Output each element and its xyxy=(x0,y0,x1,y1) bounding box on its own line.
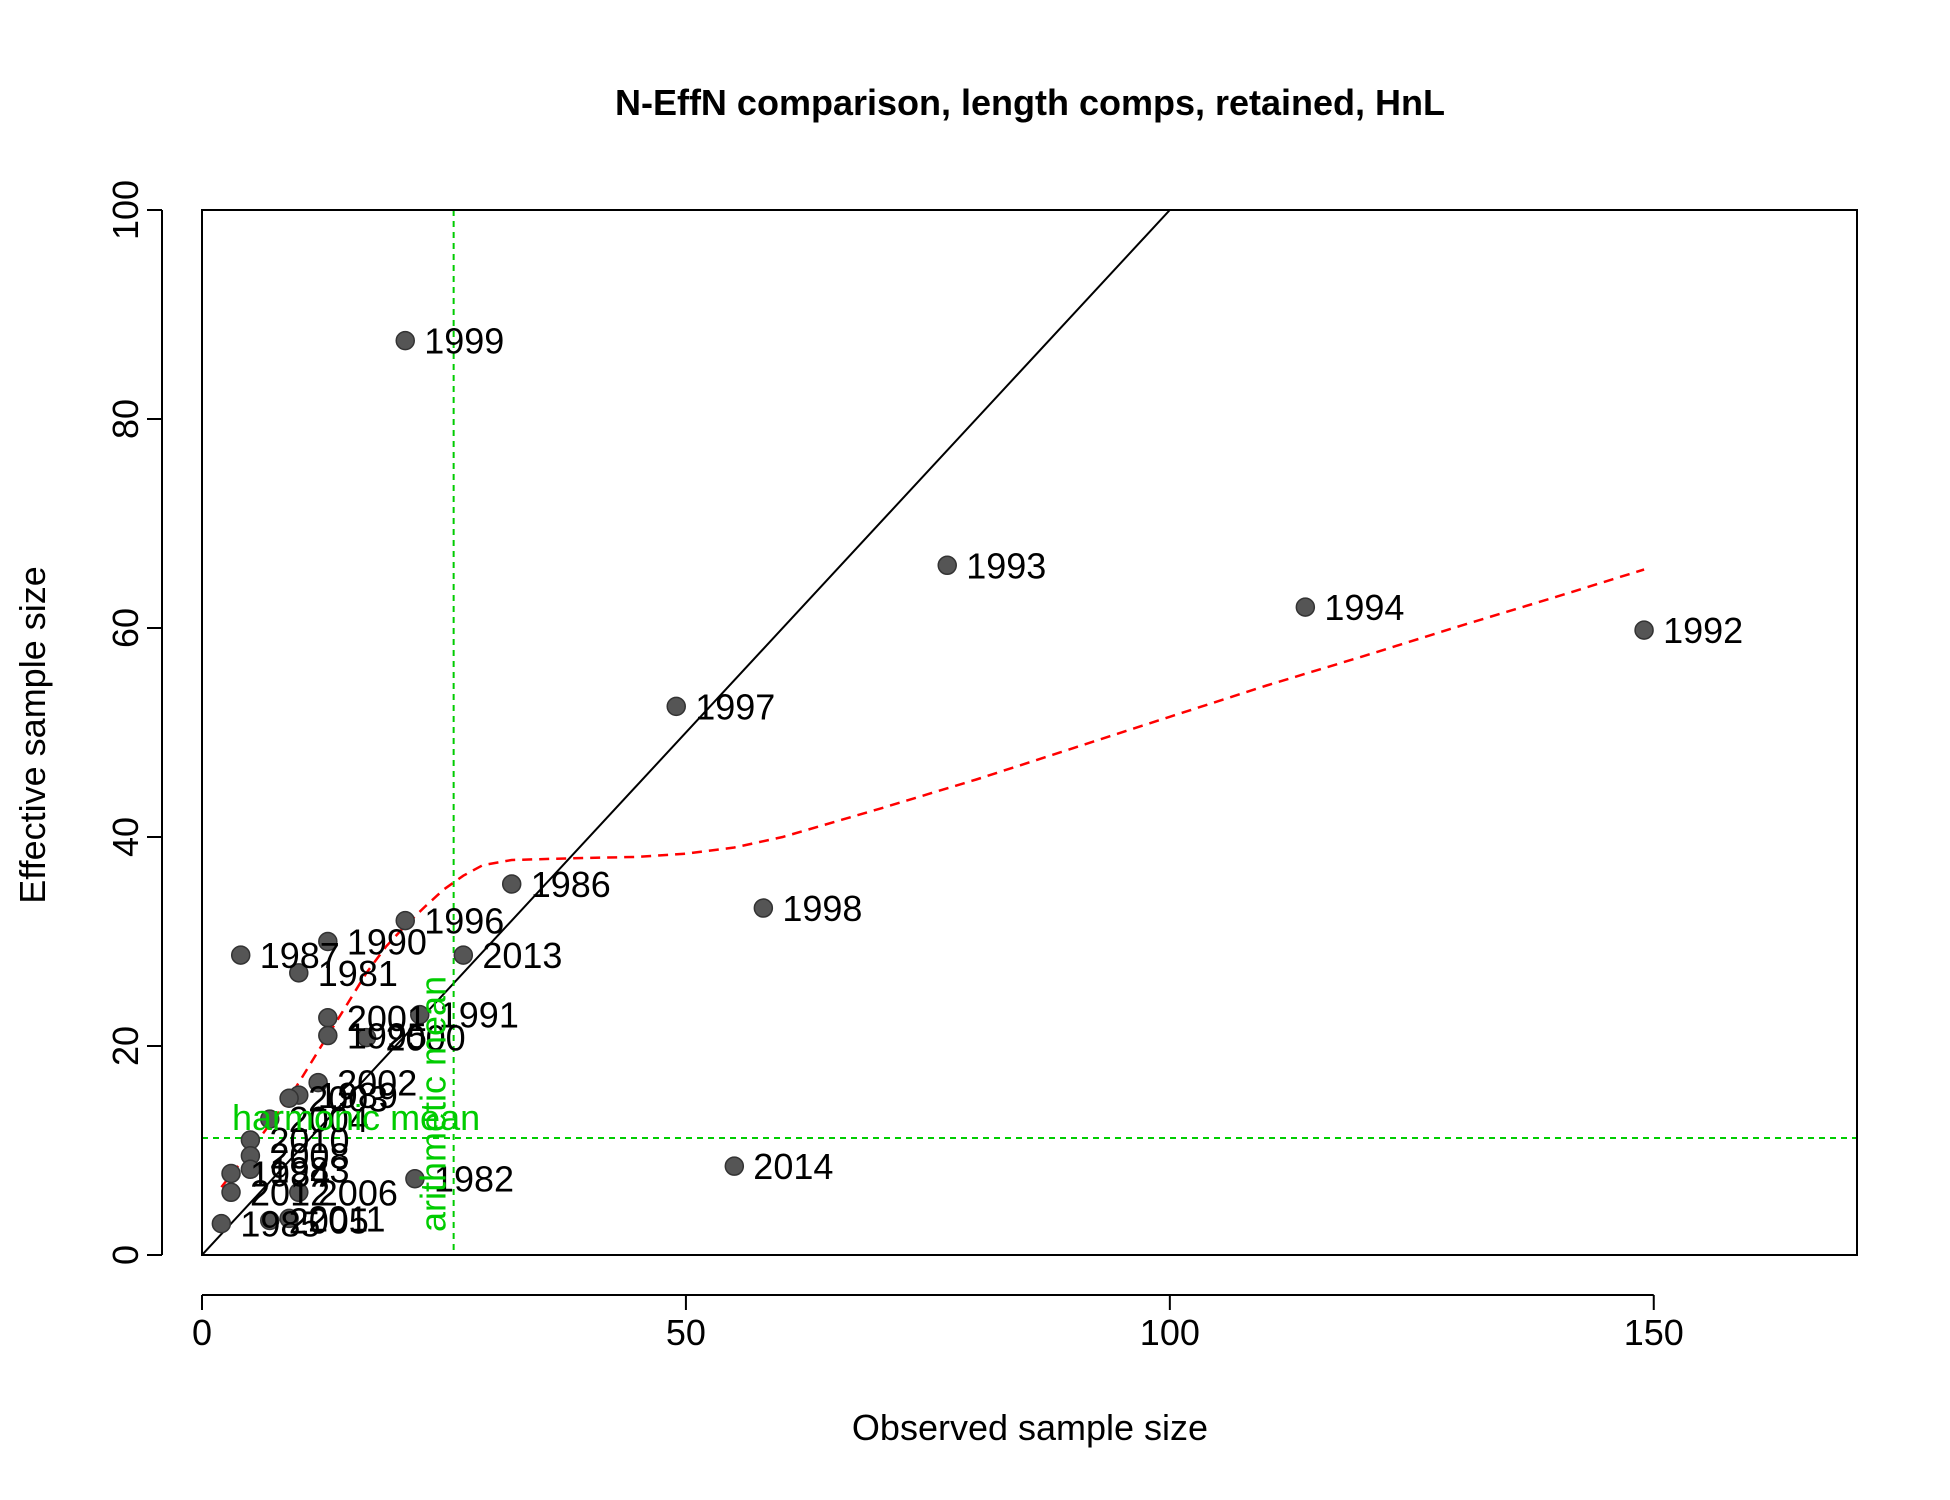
point-label: 1986 xyxy=(531,864,611,905)
point-label: 2005 xyxy=(289,1201,369,1242)
point-label: 1994 xyxy=(1324,587,1404,628)
point-label: 1992 xyxy=(1663,610,1743,651)
point-label: 1990 xyxy=(347,922,427,963)
data-point xyxy=(318,931,338,952)
data-point xyxy=(724,1156,745,1176)
point-label: 2008 xyxy=(269,1136,349,1177)
data-point xyxy=(318,1025,338,1046)
data-point xyxy=(318,1008,338,1028)
point-label: 2013 xyxy=(482,935,562,976)
point-label: 1987 xyxy=(260,935,340,976)
y-tick-label: 60 xyxy=(105,608,146,648)
identity-line xyxy=(202,210,1171,1255)
data-point xyxy=(240,1159,261,1180)
point-label: 1998 xyxy=(782,888,862,929)
point-label: 1997 xyxy=(695,686,775,727)
x-tick-label: 50 xyxy=(666,1312,706,1353)
y-tick-label: 100 xyxy=(105,180,146,240)
data-point xyxy=(395,910,415,931)
point-label: 1991 xyxy=(439,995,519,1036)
plot-frame xyxy=(201,209,1858,1256)
data-point xyxy=(279,1208,299,1229)
data-point xyxy=(221,1163,241,1184)
data-point xyxy=(405,1168,425,1189)
x-tick-label: 0 xyxy=(192,1312,212,1353)
point-label: 1983 xyxy=(269,1149,349,1190)
point-label: 2006 xyxy=(318,1172,398,1213)
data-point xyxy=(230,945,251,965)
data-point xyxy=(666,696,686,717)
data-point xyxy=(395,330,415,351)
point-label: 2000 xyxy=(386,1018,466,1059)
data-point xyxy=(211,1213,232,1234)
point-label: 1984 xyxy=(250,1153,330,1194)
point-label: 2002 xyxy=(337,1063,417,1104)
data-point xyxy=(289,1182,309,1203)
y-tick-label: 0 xyxy=(105,1245,146,1265)
point-label: 1999 xyxy=(424,321,504,362)
point-label: 2004 xyxy=(289,1099,369,1140)
data-point xyxy=(1295,597,1316,617)
point-label: 2012 xyxy=(250,1172,330,1213)
data-point xyxy=(221,1182,241,1203)
point-label: 1993 xyxy=(966,545,1046,586)
data-point xyxy=(308,1072,328,1093)
data-point xyxy=(453,945,474,965)
point-label: 2014 xyxy=(753,1146,833,1187)
data-point xyxy=(410,1004,430,1025)
data-point xyxy=(356,1027,377,1048)
data-point xyxy=(259,1210,280,1231)
point-label: 1981 xyxy=(318,953,398,994)
chart-title: N-EffN comparison, length comps, retaine… xyxy=(615,82,1445,123)
point-labels: 1999 1993 1994 1992 1997 1986 1998 199619901987… xyxy=(240,321,1743,1245)
point-label: 1996 xyxy=(424,901,504,942)
reference-lines xyxy=(202,210,1857,1255)
data-point xyxy=(937,555,957,576)
data-point xyxy=(289,963,309,983)
arithmetic-mean-label: arithmetic mean xyxy=(413,976,454,1232)
data-points xyxy=(211,330,1654,1234)
point-label: 2010 xyxy=(269,1120,349,1161)
point-label: 1989 xyxy=(318,1075,398,1116)
x-tick-label: 100 xyxy=(1140,1312,1200,1353)
data-point xyxy=(1634,620,1654,640)
y-tick-label: 20 xyxy=(105,1026,146,1066)
data-point xyxy=(279,1088,299,1108)
data-point xyxy=(259,1109,280,1129)
data-point xyxy=(501,874,522,894)
harmonic-mean-label: harmonic mean xyxy=(232,1097,480,1138)
data-point xyxy=(753,898,774,918)
x-tick-label: 150 xyxy=(1624,1312,1684,1353)
point-label: 1995 xyxy=(347,1016,427,1057)
point-label: 1982 xyxy=(434,1159,514,1200)
y-tick-label: 80 xyxy=(105,399,146,439)
point-label: 2003 xyxy=(308,1078,388,1119)
point-label: 2011 xyxy=(308,1198,385,1239)
axes: 0 50 100 150 0 20 40 60 80 100 xyxy=(105,180,1684,1353)
point-label: 1985 xyxy=(240,1204,320,1245)
point-label: 2001 xyxy=(347,998,427,1039)
y-tick-label: 40 xyxy=(105,817,146,857)
y-axis-label: Effective sample size xyxy=(12,566,53,903)
x-axis-label: Observed sample size xyxy=(852,1407,1208,1448)
